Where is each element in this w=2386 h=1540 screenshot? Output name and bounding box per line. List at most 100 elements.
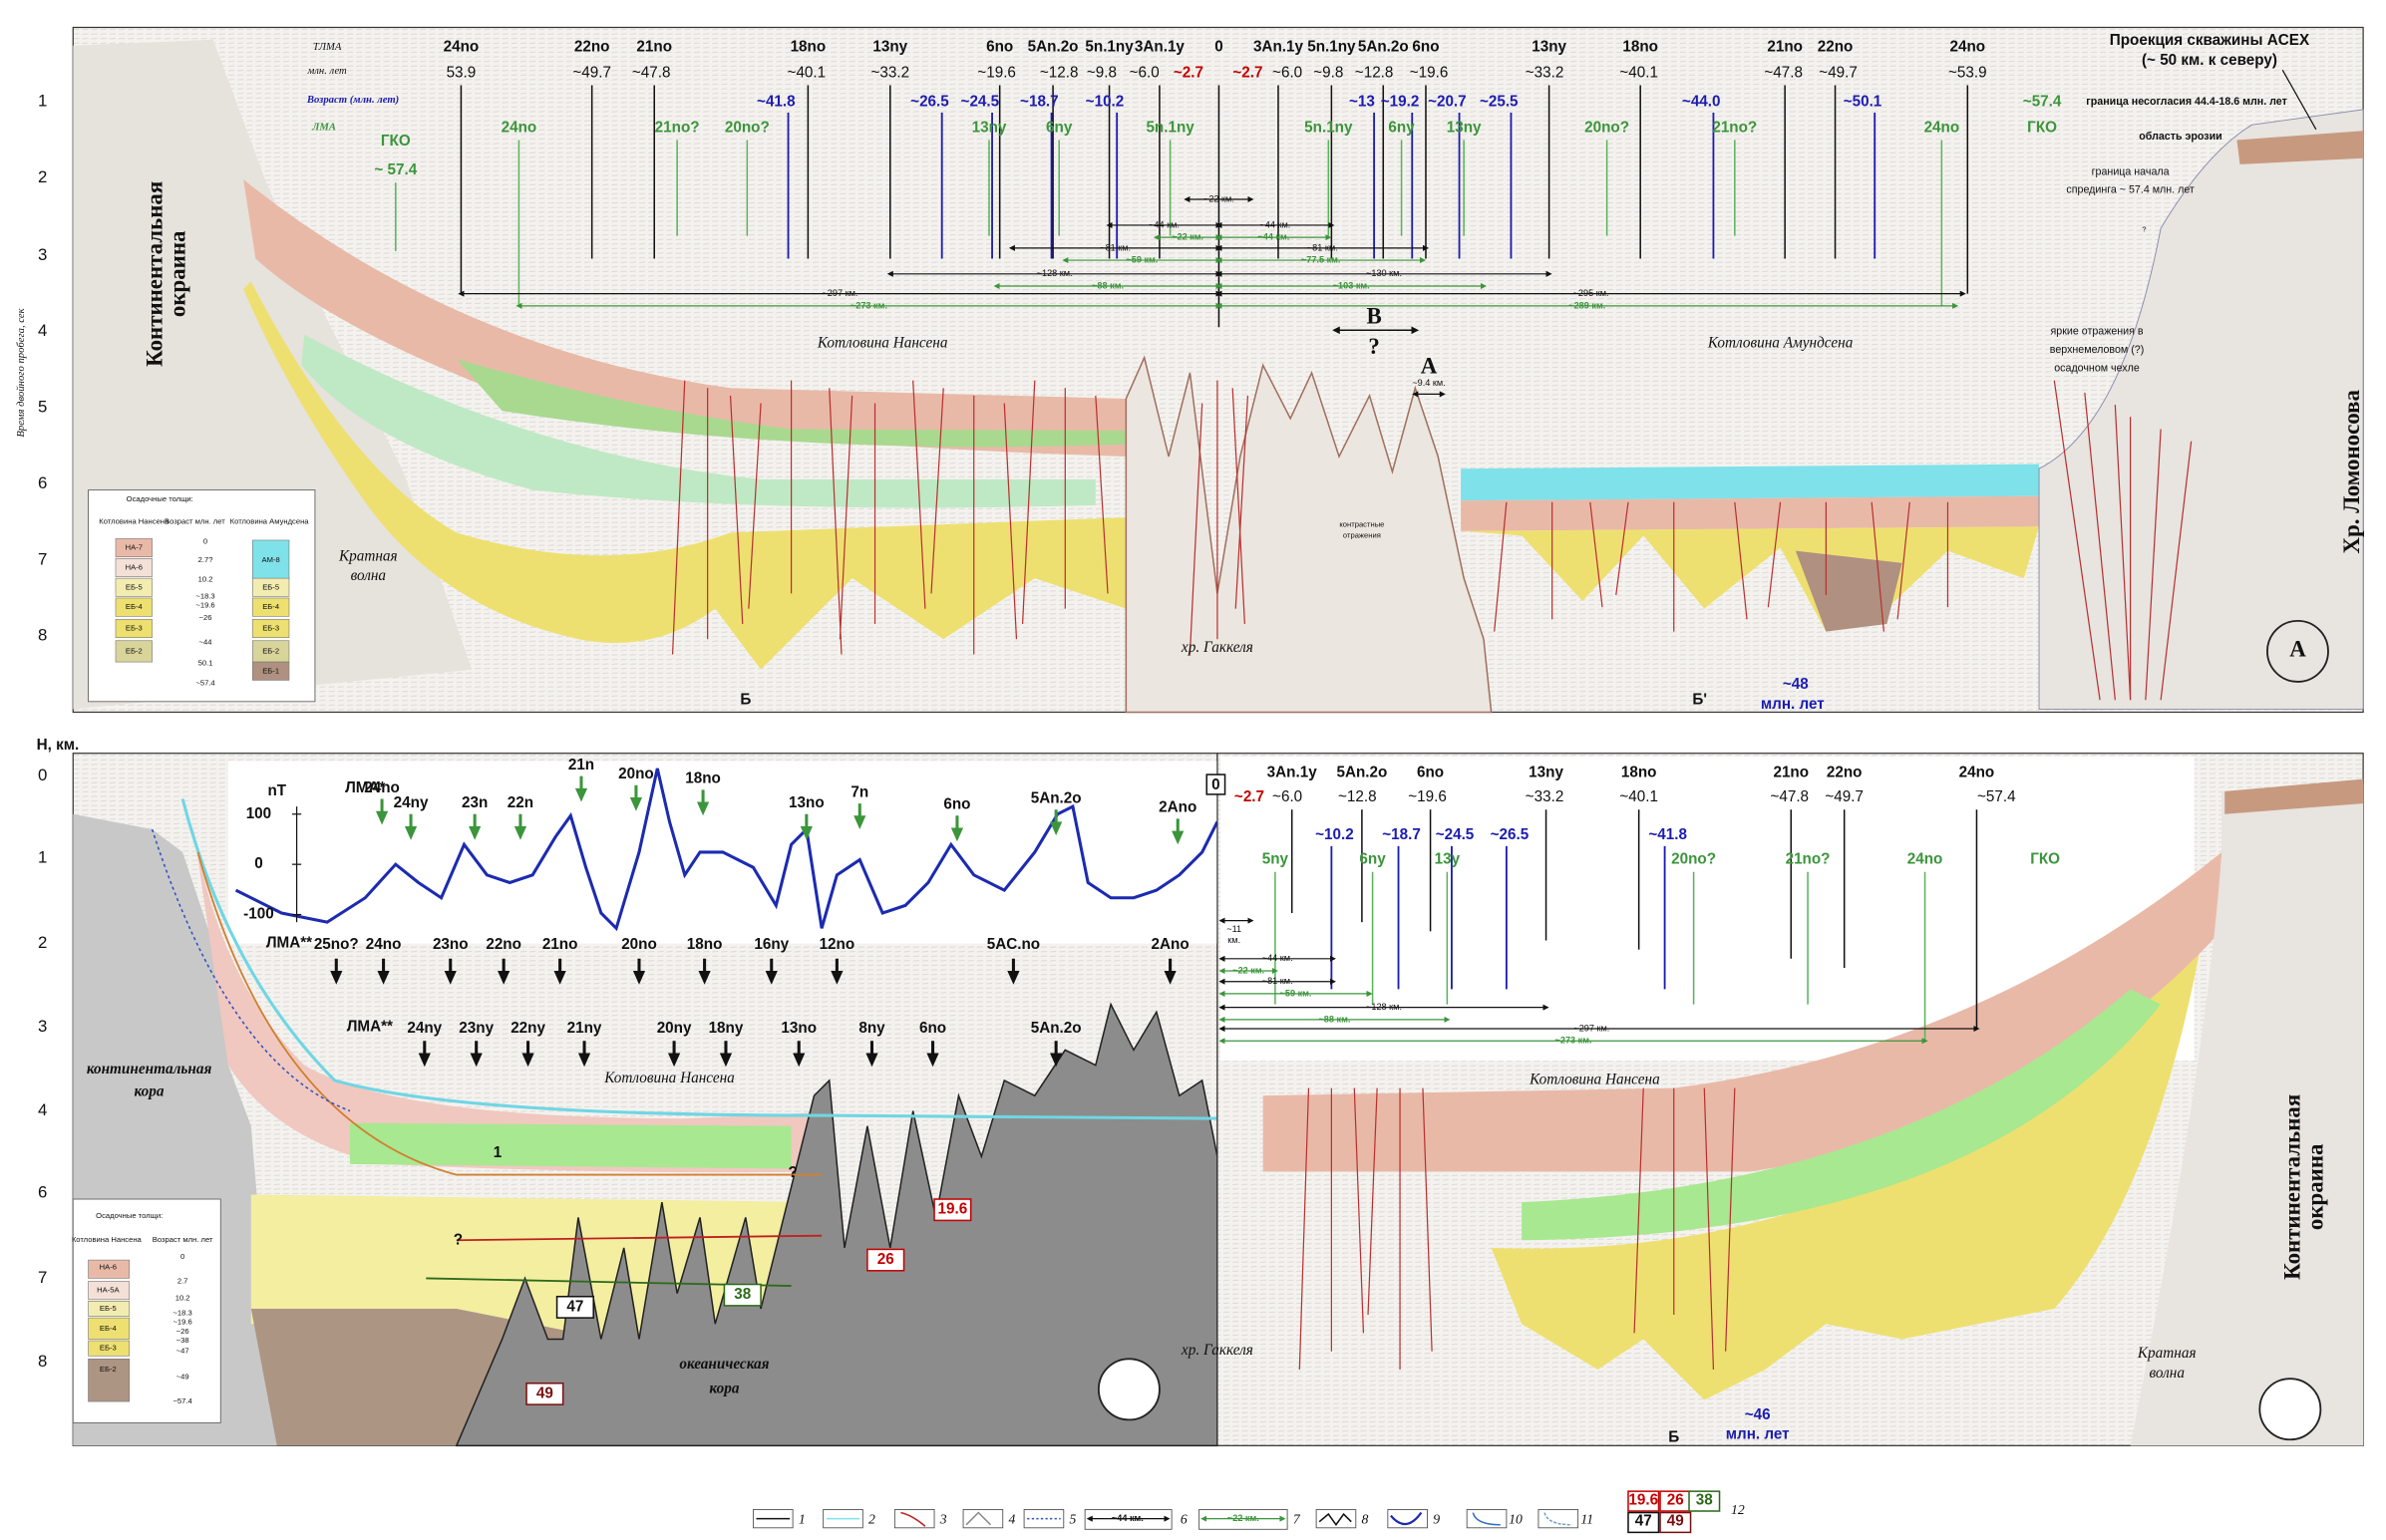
age-label: ~24.5: [1436, 826, 1475, 843]
lma-label: ГКО: [2030, 851, 2060, 868]
inset-label: ~19.6: [172, 1318, 191, 1327]
age-label: ~2.7: [1234, 788, 1264, 805]
annotation: ?: [788, 1164, 797, 1181]
age-label: ~49.7: [1819, 64, 1858, 81]
anomaly-label: 5An.2o: [1028, 38, 1079, 55]
annotation: контрастные: [1339, 520, 1384, 529]
distance-label: ~88 км.: [1092, 280, 1124, 290]
lma-label: 21n: [568, 757, 594, 773]
annotation: ?: [1368, 334, 1379, 359]
age-box-label: 26: [877, 1251, 894, 1268]
age-label: ~47.8: [1770, 788, 1809, 805]
legend-label: 10: [1509, 1511, 1523, 1526]
inset-label: 0: [203, 537, 207, 546]
lma-label: 6ny: [1046, 119, 1073, 136]
legend-label: 9: [1433, 1511, 1440, 1526]
annotation: область эрозии: [2139, 131, 2221, 143]
legend-label: 1: [799, 1511, 806, 1526]
lma-label: 20no?: [725, 119, 770, 136]
lma-label: 20no: [618, 766, 654, 782]
row-title: ЛМА**: [266, 935, 312, 952]
label: А: [2289, 637, 2306, 662]
y-tick-label: 3: [38, 245, 47, 264]
magnetic-unit: nT: [267, 782, 286, 799]
age-label: ~47.8: [632, 64, 671, 81]
row-title: Возраст (млн. лет): [306, 94, 399, 106]
lma-label: 22ny: [511, 1020, 545, 1037]
lma-label: 20no: [621, 936, 657, 953]
age-label: ~2.7: [1174, 64, 1203, 81]
anomaly-label: 18no: [791, 38, 827, 55]
age-box-label: 47: [566, 1298, 583, 1315]
zero-label: 0: [1211, 776, 1219, 793]
distance-label: ~81 км.: [1307, 242, 1338, 252]
age-label: ~19.6: [1408, 788, 1447, 805]
anomaly-label: 5n.1ny: [1307, 38, 1356, 55]
inset-label: ЕБ-4: [100, 1324, 118, 1333]
anomaly-label: 13ny: [1532, 38, 1566, 55]
annotation: спрединга ~ 57.4 млн. лет: [2066, 184, 2194, 196]
annotation: Б': [1692, 691, 1707, 708]
inset-label: Возраст млн. лет: [165, 517, 225, 526]
age-label: ~26.5: [910, 93, 949, 110]
layer-cyan: [1461, 464, 2039, 501]
y-tick-label: 5: [38, 398, 47, 417]
age-label: ~24.5: [961, 93, 1000, 110]
age-label: ~18.7: [1382, 826, 1421, 843]
y-tick-label: 8: [38, 1352, 47, 1371]
distance-label: ~22 км.: [1232, 965, 1264, 975]
anomaly-label: 21no: [1773, 765, 1809, 781]
lma-label: 23n: [462, 794, 488, 811]
inset-label: ЕБ-4: [262, 602, 280, 611]
annotation: яркие отражения в: [2051, 326, 2144, 338]
age-label: ~9.8: [1313, 64, 1343, 81]
annotation: волна: [351, 567, 387, 584]
y-tick-label: 6: [38, 1182, 47, 1201]
anomaly-label: 18no: [1622, 38, 1658, 55]
magnetic-tick: 100: [246, 805, 271, 822]
inset-label: ЕБ-2: [262, 646, 279, 655]
y-tick-label: 4: [38, 1100, 47, 1119]
lma-label: 5n.1ny: [1146, 119, 1194, 136]
age-label: ~40.1: [1619, 64, 1658, 81]
inset-label: НА-6: [126, 562, 143, 571]
anomaly-label: 22no: [1818, 38, 1854, 55]
lma-label: 22n: [508, 794, 533, 811]
legend-sample-frame: [963, 1509, 1003, 1527]
lma-label: 8ny: [858, 1020, 885, 1037]
lma-label: 24no: [1924, 119, 1960, 136]
anomaly-label: 21no: [636, 38, 672, 55]
annotation: Б: [740, 691, 751, 708]
annotation: хр. Гаккеля: [1181, 1342, 1253, 1359]
inset-label: 10.2: [175, 1293, 190, 1302]
lma-label: 23ny: [459, 1020, 494, 1037]
lma-label: 23no: [433, 936, 469, 953]
anomaly-label: 5An.2o: [1358, 38, 1409, 55]
panel-b: [73, 754, 1217, 1446]
age-label: ~44.0: [1682, 93, 1721, 110]
inset-label: Котловина Нансена: [72, 1235, 143, 1244]
annotation: отражения: [1343, 530, 1381, 539]
lma-label: 5n.1ny: [1304, 119, 1353, 136]
distance-label: ~44 км.: [1257, 232, 1289, 242]
age-label: ~49.7: [572, 64, 611, 81]
inset-label: ЕБ-5: [100, 1304, 117, 1313]
annotation: волна: [2149, 1365, 2185, 1382]
distance-label: ~130 км.: [1366, 268, 1402, 278]
legend-label: 2: [868, 1511, 875, 1526]
inset-label: ЕБ-2: [100, 1365, 117, 1374]
y-tick-label: 1: [38, 847, 47, 866]
inset-label: ~57.4: [172, 1396, 192, 1405]
annotation: В: [1366, 303, 1381, 328]
annotation: Хр. Ломоносова: [2339, 390, 2364, 554]
age-label: ~6.0: [1272, 788, 1302, 805]
y-tick-label: 2: [38, 933, 47, 952]
age-label: ~12.8: [1355, 64, 1394, 81]
anomaly-label: 6no: [1417, 765, 1444, 781]
annotation: ~48: [1783, 676, 1809, 693]
distance-label: ~11: [1226, 924, 1241, 934]
row-title: млн. лет: [306, 65, 347, 77]
annotation: Котловина Нансена: [817, 335, 948, 352]
age-label: ~40.1: [1619, 788, 1658, 805]
lma-label: ГКО: [2027, 119, 2057, 136]
